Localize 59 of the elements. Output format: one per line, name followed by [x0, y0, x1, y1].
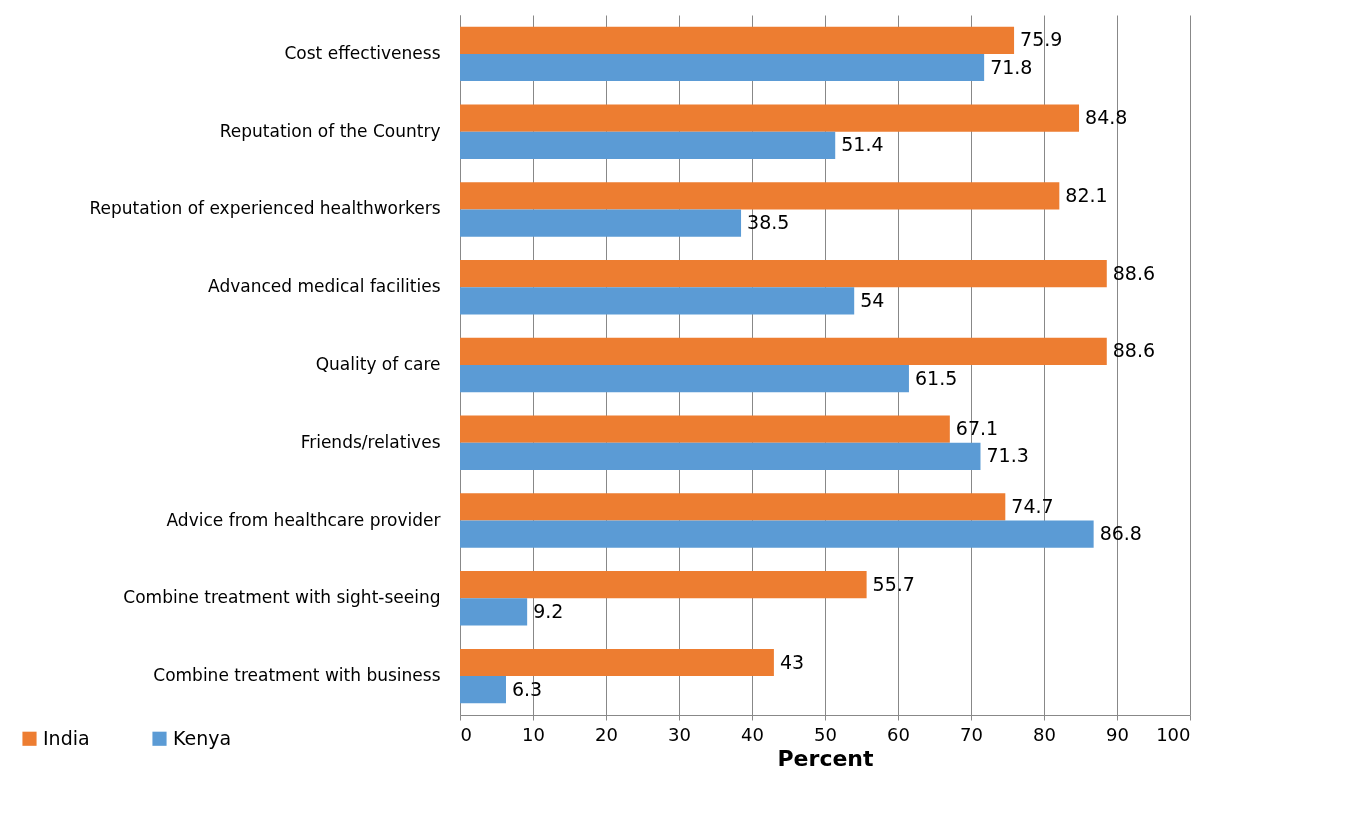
y-tick-label: Cost effectiveness — [284, 42, 441, 63]
x-axis-title: Percent — [777, 745, 874, 771]
x-tick-label: 10 — [522, 723, 545, 745]
data-label: 6.3 — [511, 677, 543, 700]
bar — [460, 104, 1080, 132]
x-tick-label: 50 — [814, 723, 837, 745]
y-tick-label: Combine treatment with sight-seeing — [123, 587, 441, 608]
bar — [460, 53, 985, 82]
legend-label: Kenya — [173, 726, 232, 749]
bar — [460, 442, 981, 470]
data-label: 88.6 — [1112, 261, 1156, 284]
bar — [460, 337, 1107, 365]
data-label: 61.5 — [914, 366, 958, 389]
x-tick-label: 60 — [887, 723, 910, 745]
y-tick-label: Advice from healthcare provider — [166, 509, 441, 530]
bar — [460, 209, 742, 237]
y-tick-label: Friends/relatives — [300, 431, 441, 452]
data-label: 51.4 — [841, 133, 884, 156]
bar — [460, 415, 950, 443]
data-label: 75.9 — [1020, 28, 1063, 51]
data-label: 9.2 — [533, 599, 564, 622]
bar — [460, 648, 774, 677]
x-tick-label: 20 — [595, 723, 618, 745]
data-label: 38.5 — [747, 211, 790, 234]
bar — [460, 676, 506, 704]
bar — [460, 182, 1060, 210]
y-tick-label: Reputation of experienced healthworkers — [89, 198, 441, 219]
data-label: 84.8 — [1085, 106, 1128, 129]
y-tick-label: Advanced medical facilities — [208, 276, 441, 297]
x-tick-label: 0 — [460, 723, 472, 745]
data-label: 54 — [860, 288, 885, 311]
bar — [460, 571, 867, 599]
bar — [460, 598, 528, 626]
y-tick-label: Reputation of the Country — [219, 120, 441, 141]
data-label: 88.6 — [1112, 339, 1156, 362]
data-label: 82.1 — [1065, 183, 1108, 206]
y-tick-label: Quality of care — [315, 354, 441, 374]
x-tick-label: 30 — [668, 723, 691, 745]
bar — [460, 131, 836, 159]
bar — [460, 26, 1015, 54]
data-label: 43 — [779, 650, 805, 673]
x-tick-label: 90 — [1106, 723, 1129, 745]
bar — [460, 520, 1094, 548]
x-tick-label: 80 — [1033, 723, 1056, 745]
bar — [460, 260, 1107, 288]
x-tick-label: 70 — [960, 723, 983, 745]
legend-label: India — [43, 726, 90, 749]
data-label: 55.7 — [872, 572, 915, 595]
x-tick-label: 40 — [741, 723, 764, 745]
data-label: 86.8 — [1099, 522, 1142, 545]
data-label: 71.8 — [990, 55, 1033, 78]
bar — [460, 365, 909, 393]
bar — [460, 287, 855, 315]
bar — [460, 493, 1006, 521]
data-label: 74.7 — [1011, 494, 1054, 517]
y-tick-label: Combine treatment with business — [153, 665, 441, 686]
data-label: 67.1 — [955, 417, 999, 440]
data-label: 71.3 — [986, 444, 1029, 467]
x-tick-label: 100 — [1156, 723, 1191, 745]
